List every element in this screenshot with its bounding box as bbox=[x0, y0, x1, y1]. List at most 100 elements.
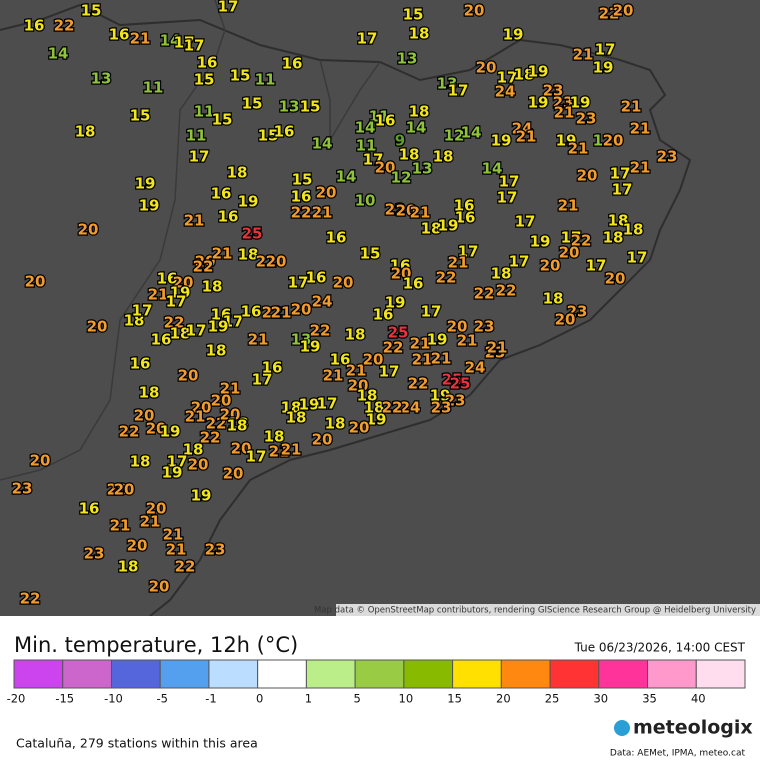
station-value: 23 bbox=[553, 94, 574, 112]
station-value: 18 bbox=[409, 25, 430, 43]
station-value: 20 bbox=[149, 578, 170, 596]
station-value: 16 bbox=[282, 55, 303, 73]
station-value: 15 bbox=[81, 2, 102, 20]
legend-tick-label: 20 bbox=[496, 692, 511, 706]
station-value: 22 bbox=[310, 322, 331, 340]
station-value: 14 bbox=[160, 32, 181, 50]
station-value: 22 bbox=[206, 415, 227, 433]
station-value: 11 bbox=[186, 127, 207, 145]
station-value: 23 bbox=[543, 82, 564, 100]
station-value: 17 bbox=[189, 148, 210, 166]
station-value: 25 bbox=[388, 324, 409, 342]
station-value: 11 bbox=[143, 79, 164, 97]
station-value: 18 bbox=[202, 278, 223, 296]
station-value: 19 bbox=[170, 284, 191, 302]
station-value: 20 bbox=[577, 167, 598, 185]
color-box bbox=[13, 659, 64, 689]
station-value: 18 bbox=[281, 399, 302, 417]
station-value: 19 bbox=[593, 59, 614, 77]
legend-tick-label: -10 bbox=[104, 692, 123, 706]
station-value: 12 bbox=[593, 132, 614, 150]
station-value: 18 bbox=[543, 290, 564, 308]
station-value: 23 bbox=[567, 303, 588, 321]
station-value: 11 bbox=[369, 108, 390, 126]
station-value: 20 bbox=[559, 244, 580, 262]
station-value: 19 bbox=[530, 233, 551, 251]
station-value: 24 bbox=[400, 399, 421, 417]
station-value: 17 bbox=[595, 41, 616, 59]
station-value: 18 bbox=[228, 415, 249, 433]
station-value: 25 bbox=[442, 371, 463, 389]
station-value: 21 bbox=[163, 526, 184, 544]
station-value: 17 bbox=[612, 181, 633, 199]
station-value: 21 bbox=[248, 331, 269, 349]
station-value: 14 bbox=[355, 119, 376, 137]
region-border bbox=[0, 0, 226, 481]
station-value: 19 bbox=[528, 63, 549, 81]
station-value: 15 bbox=[230, 67, 251, 85]
sources: Data: AEMet, IPMA, meteo.cat bbox=[610, 749, 746, 759]
station-value: 21 bbox=[184, 212, 205, 230]
station-value: 17 bbox=[246, 448, 267, 466]
color-box bbox=[647, 659, 697, 689]
legend-tick-label: -5 bbox=[156, 692, 167, 706]
station-value: 16 bbox=[390, 257, 411, 275]
station-value: 20 bbox=[146, 420, 167, 438]
station-value: 15 bbox=[292, 171, 313, 189]
station-value: 21 bbox=[220, 380, 241, 398]
station-value: 18 bbox=[130, 453, 151, 471]
station-value: 18 bbox=[238, 246, 259, 264]
station-value: 21 bbox=[621, 98, 642, 116]
station-value: 20 bbox=[127, 537, 148, 555]
station-value: 24 bbox=[512, 120, 533, 138]
station-value: 21 bbox=[487, 339, 508, 357]
station-value: 17 bbox=[252, 371, 273, 389]
station-value: 21 bbox=[568, 140, 589, 158]
station-value: 18 bbox=[514, 66, 535, 84]
station-value: 19 bbox=[160, 423, 181, 441]
station-value: 20 bbox=[25, 273, 46, 291]
station-value: 20 bbox=[107, 481, 128, 499]
station-value: 16 bbox=[274, 123, 295, 141]
station-value: 20 bbox=[30, 452, 51, 470]
legend-tick-label: 5 bbox=[353, 692, 360, 706]
station-value: 21 bbox=[346, 362, 367, 380]
station-value: 17 bbox=[363, 151, 384, 169]
station-value: 17 bbox=[167, 453, 188, 471]
legend-tick-label: 10 bbox=[399, 692, 414, 706]
station-value: 18 bbox=[433, 148, 454, 166]
station-value: 21 bbox=[573, 46, 594, 64]
station-value: 17 bbox=[499, 173, 520, 191]
station-value: 20 bbox=[396, 202, 417, 220]
station-value: 22 bbox=[200, 429, 221, 447]
station-value: 20 bbox=[211, 392, 232, 410]
color-box bbox=[305, 659, 356, 689]
station-value: 18 bbox=[124, 312, 145, 330]
station-value: 19 bbox=[438, 217, 459, 235]
station-value: 18 bbox=[345, 326, 366, 344]
station-value: 13 bbox=[437, 75, 458, 93]
station-value: 19 bbox=[135, 175, 156, 193]
station-value: 17 bbox=[184, 37, 205, 55]
station-value: 21 bbox=[457, 332, 478, 350]
station-value: 23 bbox=[485, 344, 506, 362]
station-value: 23 bbox=[474, 318, 495, 336]
station-value: 20 bbox=[348, 377, 369, 395]
station-value: 18 bbox=[364, 399, 385, 417]
station-value: 13 bbox=[397, 50, 418, 68]
station-value: 19 bbox=[503, 26, 524, 44]
station-value: 19 bbox=[366, 411, 387, 429]
station-value: 20 bbox=[555, 311, 576, 329]
station-value: 21 bbox=[166, 541, 187, 559]
station-value: 16 bbox=[306, 269, 327, 287]
station-value: 18 bbox=[206, 342, 227, 360]
station-value: 20 bbox=[173, 274, 194, 292]
station-value: 12 bbox=[444, 127, 465, 145]
station-value: 20 bbox=[114, 481, 135, 499]
station-value: 16 bbox=[157, 270, 178, 288]
country-border bbox=[319, 59, 381, 143]
station-value: 20 bbox=[78, 221, 99, 239]
station-value: 22 bbox=[291, 204, 312, 222]
station-value: 18 bbox=[227, 417, 248, 435]
station-value: 25 bbox=[450, 375, 471, 393]
